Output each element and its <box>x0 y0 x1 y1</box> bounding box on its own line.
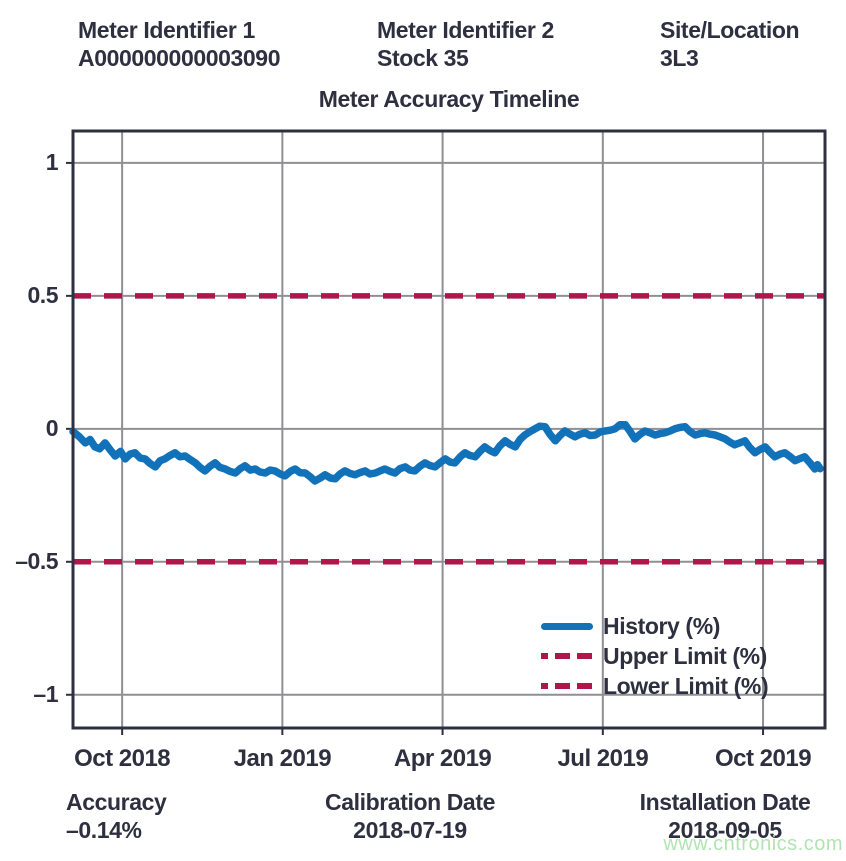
legend-row-upper-limit: Upper Limit (%) <box>541 641 768 671</box>
y-tick-label: 0.5 <box>27 281 59 308</box>
meter-identifier-2-block: Meter Identifier 2 Stock 35 <box>377 16 554 72</box>
chart-title: Meter Accuracy Timeline <box>318 86 580 112</box>
y-tick-label: –1 <box>33 680 58 707</box>
meter-identifier-1-label: Meter Identifier 1 <box>78 17 255 43</box>
site-location-value: 3L3 <box>660 45 699 71</box>
installation-date-value: 2018-09-05 <box>668 817 782 843</box>
history-line <box>69 421 824 485</box>
legend-label-upper-limit: Upper Limit (%) <box>603 642 767 669</box>
calibration-date-label: Calibration Date <box>325 789 495 815</box>
dashed-line-icon <box>541 653 593 659</box>
dashed-line-icon <box>541 683 593 689</box>
y-tick-label: 1 <box>45 148 59 175</box>
x-tick-label: Jan 2019 <box>233 745 332 772</box>
legend-label-history: History (%) <box>603 612 721 639</box>
x-tick-label: Oct 2018 <box>74 745 171 772</box>
y-tick-label: –0.5 <box>15 547 58 574</box>
meter-identifier-1-value: A000000000003090 <box>78 45 281 71</box>
watermark: www.cntronics.com <box>663 833 843 855</box>
meter-identifier-1-block: Meter Identifier 1 A000000000003090 <box>78 16 280 72</box>
legend-row-lower-limit: Lower Limit (%) <box>541 671 769 701</box>
history-line-icon <box>541 622 593 630</box>
accuracy-value: –0.14% <box>66 817 142 843</box>
calibration-date-value: 2018-07-19 <box>353 817 467 843</box>
x-tick-label: Oct 2019 <box>714 745 812 772</box>
legend-label-lower-limit: Lower Limit (%) <box>603 672 769 699</box>
installation-date-label: Installation Date <box>639 789 811 815</box>
meter-identifier-2-label: Meter Identifier 2 <box>377 17 554 43</box>
site-location-block: Site/Location 3L3 <box>660 16 800 72</box>
y-tick-label: 0 <box>45 414 59 441</box>
legend-row-history: History (%) <box>541 611 768 641</box>
plot-frame <box>71 129 827 730</box>
x-tick-label: Apr 2019 <box>393 745 492 772</box>
accuracy-timeline-plot <box>66 129 827 735</box>
x-tick-label: Jul 2019 <box>557 745 649 772</box>
accuracy-label: Accuracy <box>66 789 167 815</box>
meter-identifier-2-value: Stock 35 <box>377 45 469 71</box>
site-location-label: Site/Location <box>660 17 800 43</box>
chart-legend: History (%) Upper Limit (%) Lower Limit … <box>541 611 769 701</box>
